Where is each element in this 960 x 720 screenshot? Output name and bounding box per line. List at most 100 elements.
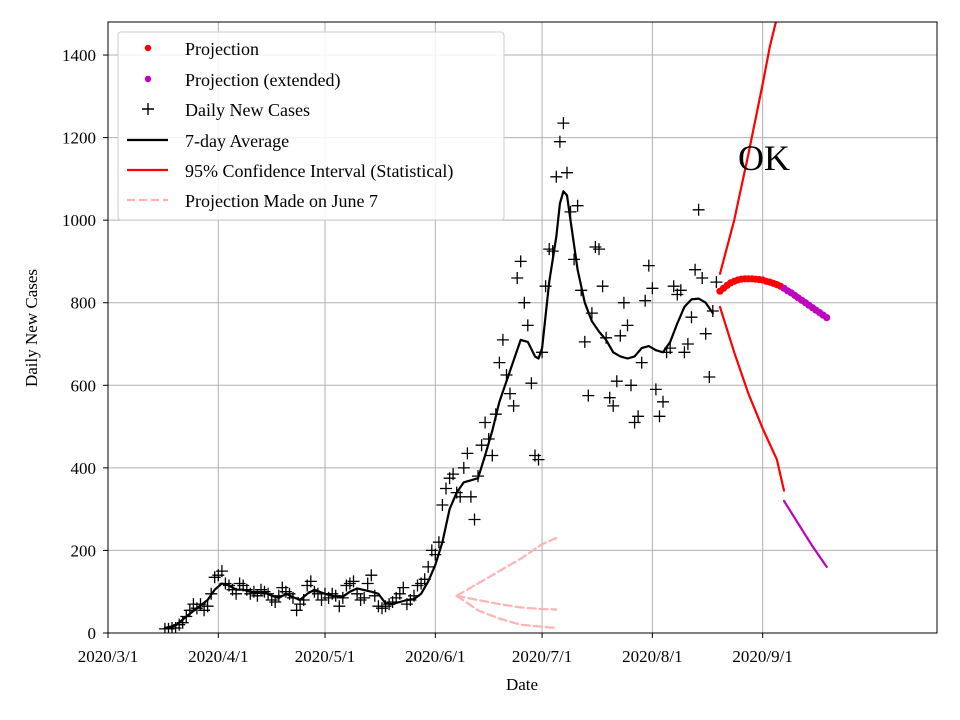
- daily-case-point: [365, 569, 378, 582]
- daily-case-point: [351, 587, 364, 600]
- daily-case-point: [358, 591, 371, 604]
- legend-marker-plus: [142, 103, 154, 115]
- x-tick-label: 2020/5/1: [295, 647, 355, 666]
- daily-case-point: [649, 383, 662, 396]
- daily-case-point: [678, 346, 691, 359]
- daily-case-point: [689, 263, 702, 276]
- y-tick-label: 600: [71, 376, 97, 395]
- daily-case-point: [511, 272, 524, 284]
- daily-case-point: [692, 203, 705, 216]
- y-tick-label: 800: [71, 294, 97, 313]
- daily-case-point: [525, 377, 538, 390]
- x-tick-label: 2020/9/1: [732, 647, 792, 666]
- legend-label-june7-projection: Projection Made on June 7: [185, 191, 378, 211]
- daily-case-point: [457, 461, 470, 474]
- daily-case-point: [696, 272, 709, 284]
- daily-case-point: [251, 589, 264, 602]
- ci-upper-line: [718, 22, 778, 275]
- june7-projection-upper-line: [455, 536, 558, 597]
- plot-frame: [107, 21, 938, 634]
- daily-case-point: [632, 410, 645, 423]
- legend-item-projection-extended: Projection (extended): [144, 70, 340, 91]
- daily-case-point: [657, 395, 669, 408]
- projection-extended-point: [823, 314, 831, 322]
- daily-case-point: [397, 581, 410, 594]
- daily-case-point: [607, 399, 620, 412]
- legend-item-daily-new-cases: Daily New Cases: [142, 100, 310, 120]
- daily-case-point: [603, 391, 616, 404]
- daily-case-point: [436, 499, 449, 511]
- daily-case-point: [496, 333, 509, 346]
- y-tick-label: 1000: [62, 211, 96, 230]
- daily-case-point: [646, 282, 659, 295]
- daily-case-point: [628, 416, 641, 429]
- daily-case-point: [653, 410, 666, 423]
- legend-item-7-day-average: 7-day Average: [127, 131, 289, 151]
- daily-case-point: [578, 335, 591, 348]
- legend: Projection Projection (extended) Daily N…: [117, 31, 505, 221]
- legend-label-projection: Projection: [185, 39, 259, 59]
- daily-case-point: [596, 280, 609, 293]
- daily-case-point: [422, 560, 435, 573]
- daily-case-point: [361, 577, 374, 590]
- daily-case-point: [333, 600, 346, 613]
- daily-case-point: [685, 311, 698, 324]
- ci-lower-line: [718, 305, 786, 492]
- legend-label-7-day-average: 7-day Average: [185, 131, 289, 151]
- y-tick-label: 1200: [62, 129, 96, 148]
- daily-case-point: [635, 356, 648, 369]
- y-axis-title: Daily New Cases: [22, 269, 41, 387]
- daily-case-point: [571, 199, 584, 212]
- x-axis-title: Date: [506, 675, 538, 694]
- daily-case-point: [440, 482, 452, 495]
- daily-case-point: [393, 587, 406, 600]
- daily-case-point: [201, 600, 214, 613]
- legend-marker-projection-extended: [144, 75, 152, 83]
- daily-case-point: [561, 166, 573, 179]
- y-tick-label: 400: [71, 459, 97, 478]
- y-tick-label: 1400: [62, 46, 96, 65]
- legend-item-june7-projection: Projection Made on June 7: [127, 191, 378, 211]
- daily-case-point: [710, 276, 723, 289]
- daily-case-point: [557, 117, 570, 130]
- daily-case-point: [468, 513, 481, 526]
- daily-case-point: [642, 259, 655, 272]
- daily-case-point: [532, 453, 545, 466]
- daily-case-point: [464, 490, 477, 503]
- legend-label-projection-extended: Projection (extended): [185, 70, 340, 91]
- x-tick-label: 2020/7/1: [512, 647, 572, 666]
- daily-case-point: [610, 375, 623, 388]
- y-tick-label: 200: [71, 541, 97, 560]
- daily-case-point: [518, 296, 531, 309]
- daily-case-point: [507, 399, 520, 412]
- daily-case-point: [290, 604, 303, 617]
- daily-case-point: [475, 439, 488, 452]
- daily-case-point: [582, 389, 595, 402]
- daily-case-point: [593, 243, 605, 256]
- x-tick-label: 2020/3/1: [78, 647, 138, 666]
- daily-case-point: [304, 575, 317, 588]
- daily-case-point: [493, 356, 506, 369]
- daily-case-point: [621, 319, 634, 332]
- series-layer: [158, 22, 831, 633]
- daily-case-point: [269, 596, 282, 608]
- legend-marker-projection: [144, 44, 152, 52]
- daily-case-point: [479, 416, 492, 429]
- legend-box: [117, 31, 505, 221]
- axis-ticks: 2020/3/1 2020/4/1 2020/5/1 2020/6/1 2020/7/1…: [62, 46, 793, 666]
- daily-case-point: [667, 280, 680, 293]
- daily-case-point: [336, 591, 349, 604]
- legend-label-confidence-interval: 95% Confidence Interval (Statistical): [185, 161, 453, 182]
- daily-case-point: [315, 594, 328, 606]
- legend-item-confidence-interval: 95% Confidence Interval (Statistical): [127, 161, 453, 182]
- daily-case-point: [447, 468, 460, 481]
- daily-case-point: [461, 447, 474, 460]
- daily-case-point: [703, 371, 716, 383]
- y-tick-label: 0: [88, 624, 97, 643]
- daily-case-point: [504, 387, 516, 400]
- daily-case-point: [550, 170, 563, 183]
- daily-case-point: [454, 490, 467, 503]
- daily-case-point: [514, 255, 527, 268]
- daily-case-point: [706, 305, 719, 317]
